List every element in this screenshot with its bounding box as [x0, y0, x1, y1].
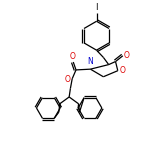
Text: O: O — [120, 66, 126, 75]
Text: O: O — [124, 50, 130, 60]
Text: O: O — [64, 75, 70, 84]
Text: I: I — [95, 3, 98, 12]
Text: O: O — [69, 52, 75, 61]
Text: N: N — [87, 57, 93, 66]
